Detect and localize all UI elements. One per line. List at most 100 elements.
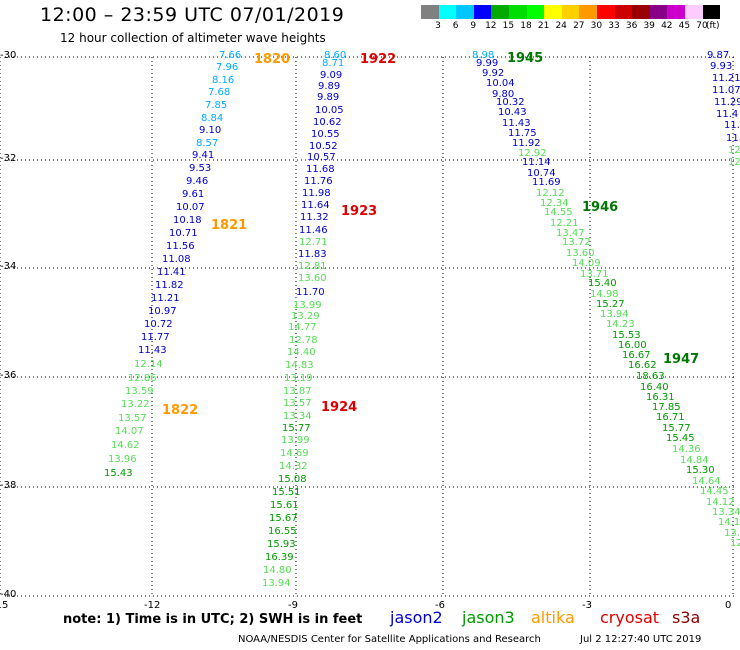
wave-height-value: 11.76 [304, 176, 333, 187]
wave-height-value: 14.64 [692, 476, 721, 487]
legend-swatch [491, 5, 509, 19]
latitude-label: -32 [0, 153, 17, 164]
latitude-label: -30 [0, 50, 17, 61]
longitude-label: -9 [288, 600, 298, 611]
wave-height-value: 9.61 [182, 189, 205, 200]
legend-swatch [632, 5, 650, 19]
wave-height-value: 11.08 [162, 254, 191, 265]
wave-height-value: 10.04 [486, 78, 515, 89]
wave-height-value: 14.98 [590, 289, 619, 300]
wave-height-value: 14.62 [111, 440, 140, 451]
wave-height-value: 11.82 [155, 280, 184, 291]
legend-label: 24 [555, 21, 567, 31]
legend-swatch [473, 5, 492, 19]
wave-height-value: 11.70 [296, 287, 325, 298]
wave-height-value: 8.84 [201, 113, 224, 124]
wave-height-value: 16.55 [268, 526, 297, 537]
wave-height-value: 10.97 [148, 306, 177, 317]
pass-time-label: 1822 [162, 403, 199, 418]
wave-height-value: 13.60 [298, 273, 327, 284]
wave-height-value: 8.71 [322, 58, 345, 69]
legend-label: 45 [678, 21, 691, 31]
wave-height-value: 11.75 [508, 128, 537, 139]
wave-height-value: 11.56 [166, 241, 195, 252]
generated-timestamp: Jul 2 12:27:40 UTC 2019 [580, 634, 702, 645]
wave-height-value: 11.92 [512, 138, 541, 149]
pass-time-label: 1924 [321, 400, 358, 415]
pass-time-label: 1821 [211, 218, 248, 233]
wave-height-value: 11.77 [141, 332, 170, 343]
wave-height-value: 9.99 [476, 58, 499, 69]
wave-height-value: 15.67 [269, 513, 298, 524]
wave-height-value: 13.99 [281, 435, 310, 446]
latitude-label: -36 [0, 370, 17, 381]
wave-height-value: 15.27 [596, 299, 625, 310]
legend-swatch [438, 5, 457, 19]
wave-height-value: 13.60 [566, 248, 595, 259]
wave-height-value: 14.84 [680, 455, 709, 466]
wave-height-value: 15.08 [278, 474, 307, 485]
wave-height-value: 9.89 [317, 92, 340, 103]
wave-height-value: 13.72 [562, 237, 591, 248]
wave-height-value: 14.55 [544, 207, 573, 218]
wave-height-value: 9.41 [192, 150, 215, 161]
wave-height-value: 14.69 [280, 448, 309, 459]
pass-time-label: 1820 [254, 52, 291, 67]
map-subtitle: 12 hour collection of altimeter wave hei… [60, 31, 326, 45]
wave-height-value: 11.69 [532, 177, 561, 188]
wave-height-value: 13.71 [580, 269, 609, 280]
wave-height-value: 10.62 [313, 117, 342, 128]
wave-height-value: 11.21 [712, 73, 740, 84]
wave-height-value: 7.85 [205, 100, 228, 111]
legend-swatch [667, 5, 685, 19]
wave-height-value: 11.43 [138, 345, 167, 356]
wave-height-value: 11.32 [300, 212, 329, 223]
wave-height-value: 13.94 [600, 309, 629, 320]
wave-height-value: 16.39 [265, 552, 294, 563]
wave-height-value: 11.41 [157, 267, 186, 278]
wave-height-value: 13.19 [284, 373, 313, 384]
wave-height-value: 11.64 [301, 200, 330, 211]
wave-height-value: 14.45 [700, 486, 729, 497]
legend-label: 21 [537, 21, 550, 31]
wave-height-value: 16.67 [622, 350, 651, 361]
wave-height-value: 9.53 [189, 163, 212, 174]
latitude-label: -40 [0, 589, 17, 600]
legend-label: 42 [661, 21, 673, 31]
wave-height-value: 8.60 [324, 50, 347, 61]
wave-height-value: 9.89 [318, 81, 341, 92]
legend-swatch [508, 5, 527, 19]
legend-swatch [702, 5, 721, 19]
wave-height-value: 15.51 [272, 487, 301, 498]
pass-time-label: 1945 [507, 51, 544, 66]
wave-height-value: 11.43 [502, 118, 531, 129]
wave-height-value: 15.43 [104, 468, 133, 479]
wave-height-value: 14.07 [115, 426, 144, 437]
latitude-label: -38 [0, 480, 17, 491]
legend-label: 33 [608, 21, 620, 31]
wave-height-value: 13.34 [712, 507, 740, 518]
wave-height-value: 14.09 [572, 258, 601, 269]
wave-height-value: 14.15 [718, 517, 740, 528]
wave-height-value: 14.32 [279, 461, 308, 472]
satellite-name: s3a [672, 608, 701, 627]
latitude-label: -34 [0, 261, 17, 272]
wave-height-value: 14.23 [606, 319, 635, 330]
longitude-label: -15 [0, 600, 9, 611]
wave-height-value: 10.57 [307, 152, 336, 163]
wave-height-value: 10.72 [144, 319, 173, 330]
wave-height-value: 18.63 [636, 371, 665, 382]
wave-height-value: 16.62 [628, 360, 657, 371]
wave-height-value: 14.77 [288, 322, 317, 333]
wave-height-value: 8.57 [196, 138, 219, 149]
wave-height-value: 10.18 [173, 215, 202, 226]
longitude-label: -3 [582, 600, 592, 611]
wave-height-value: 15.40 [588, 278, 617, 289]
legend-label: 18 [520, 21, 532, 31]
wave-height-value: 13.59 [125, 386, 154, 397]
legend-label: 27 [573, 21, 585, 31]
wave-height-value: 15.77 [282, 423, 311, 434]
wave-height-value: 10.52 [309, 141, 338, 152]
wave-height-value: 12.71 [299, 237, 328, 248]
